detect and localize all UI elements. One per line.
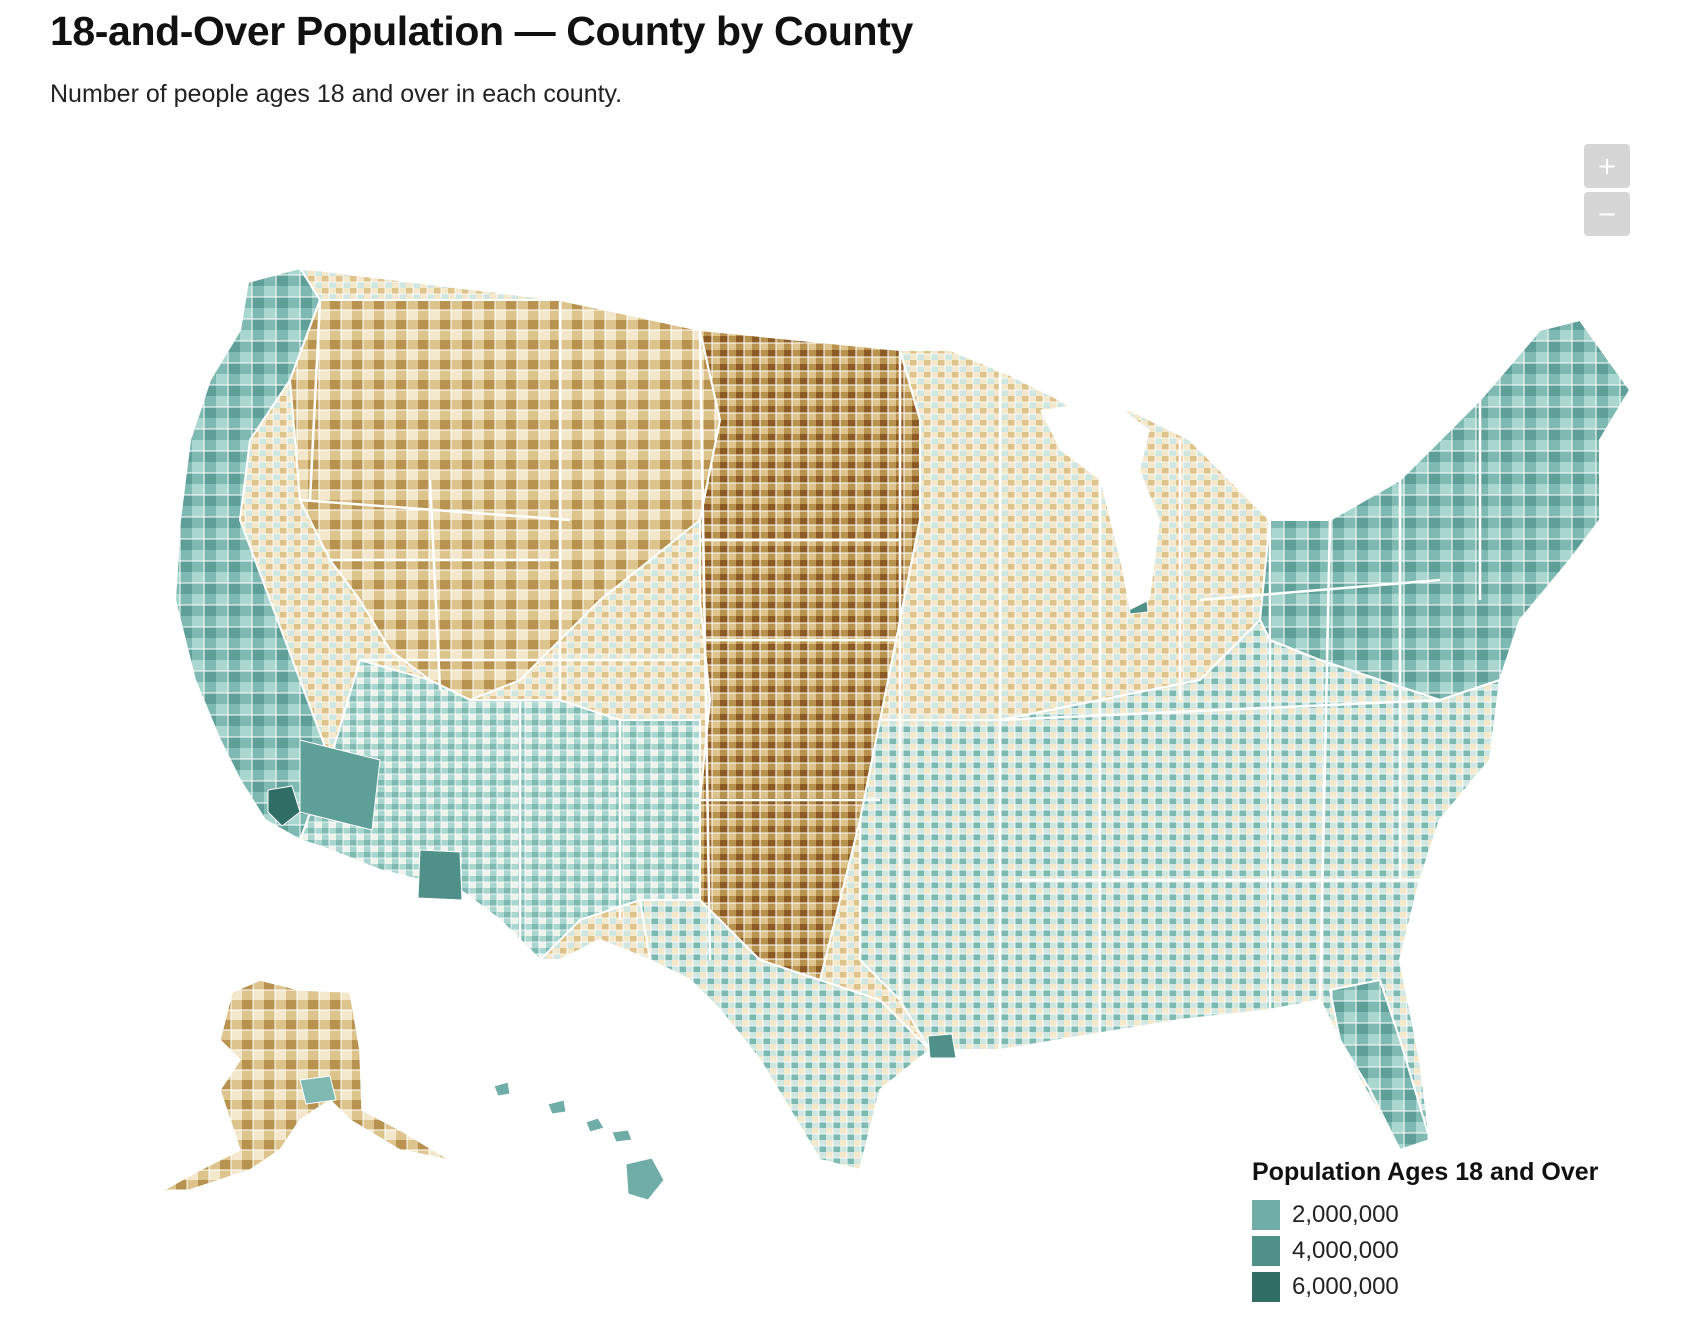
legend-item: 6,000,000 <box>1252 1269 1598 1305</box>
legend-swatch <box>1252 1200 1280 1230</box>
legend-label: 4,000,000 <box>1292 1237 1399 1264</box>
legend: Population Ages 18 and Over 2,000,000 4,… <box>1252 1158 1598 1305</box>
zoom-out-button[interactable]: − <box>1584 192 1630 236</box>
county-san-bernardino <box>299 739 381 831</box>
zoom-in-button[interactable]: + <box>1584 144 1630 188</box>
hawaii <box>493 1081 665 1201</box>
page-subtitle: Number of people ages 18 and over in eac… <box>50 80 623 108</box>
legend-swatch <box>1252 1272 1280 1302</box>
great-lakes <box>1040 400 1160 610</box>
zoom-controls: + − <box>1584 144 1630 236</box>
county-maricopa <box>417 849 463 901</box>
legend-item: 4,000,000 <box>1252 1233 1598 1269</box>
legend-title: Population Ages 18 and Over <box>1252 1158 1599 1186</box>
region-west-coast <box>173 266 332 842</box>
legend-item: 2,000,000 <box>1252 1197 1598 1233</box>
alaska-anchorage <box>299 1075 337 1105</box>
page-title: 18-and-Over Population — County by Count… <box>50 8 913 54</box>
legend-label: 6,000,000 <box>1292 1273 1399 1300</box>
region-texas <box>638 899 932 1172</box>
region-florida <box>1328 978 1432 1152</box>
legend-swatch <box>1252 1236 1280 1266</box>
region-northeast <box>1258 318 1632 702</box>
county-harris <box>927 1033 957 1059</box>
state-boundaries <box>299 299 1482 1050</box>
county-los-angeles <box>267 785 301 827</box>
legend-label: 2,000,000 <box>1292 1201 1399 1228</box>
